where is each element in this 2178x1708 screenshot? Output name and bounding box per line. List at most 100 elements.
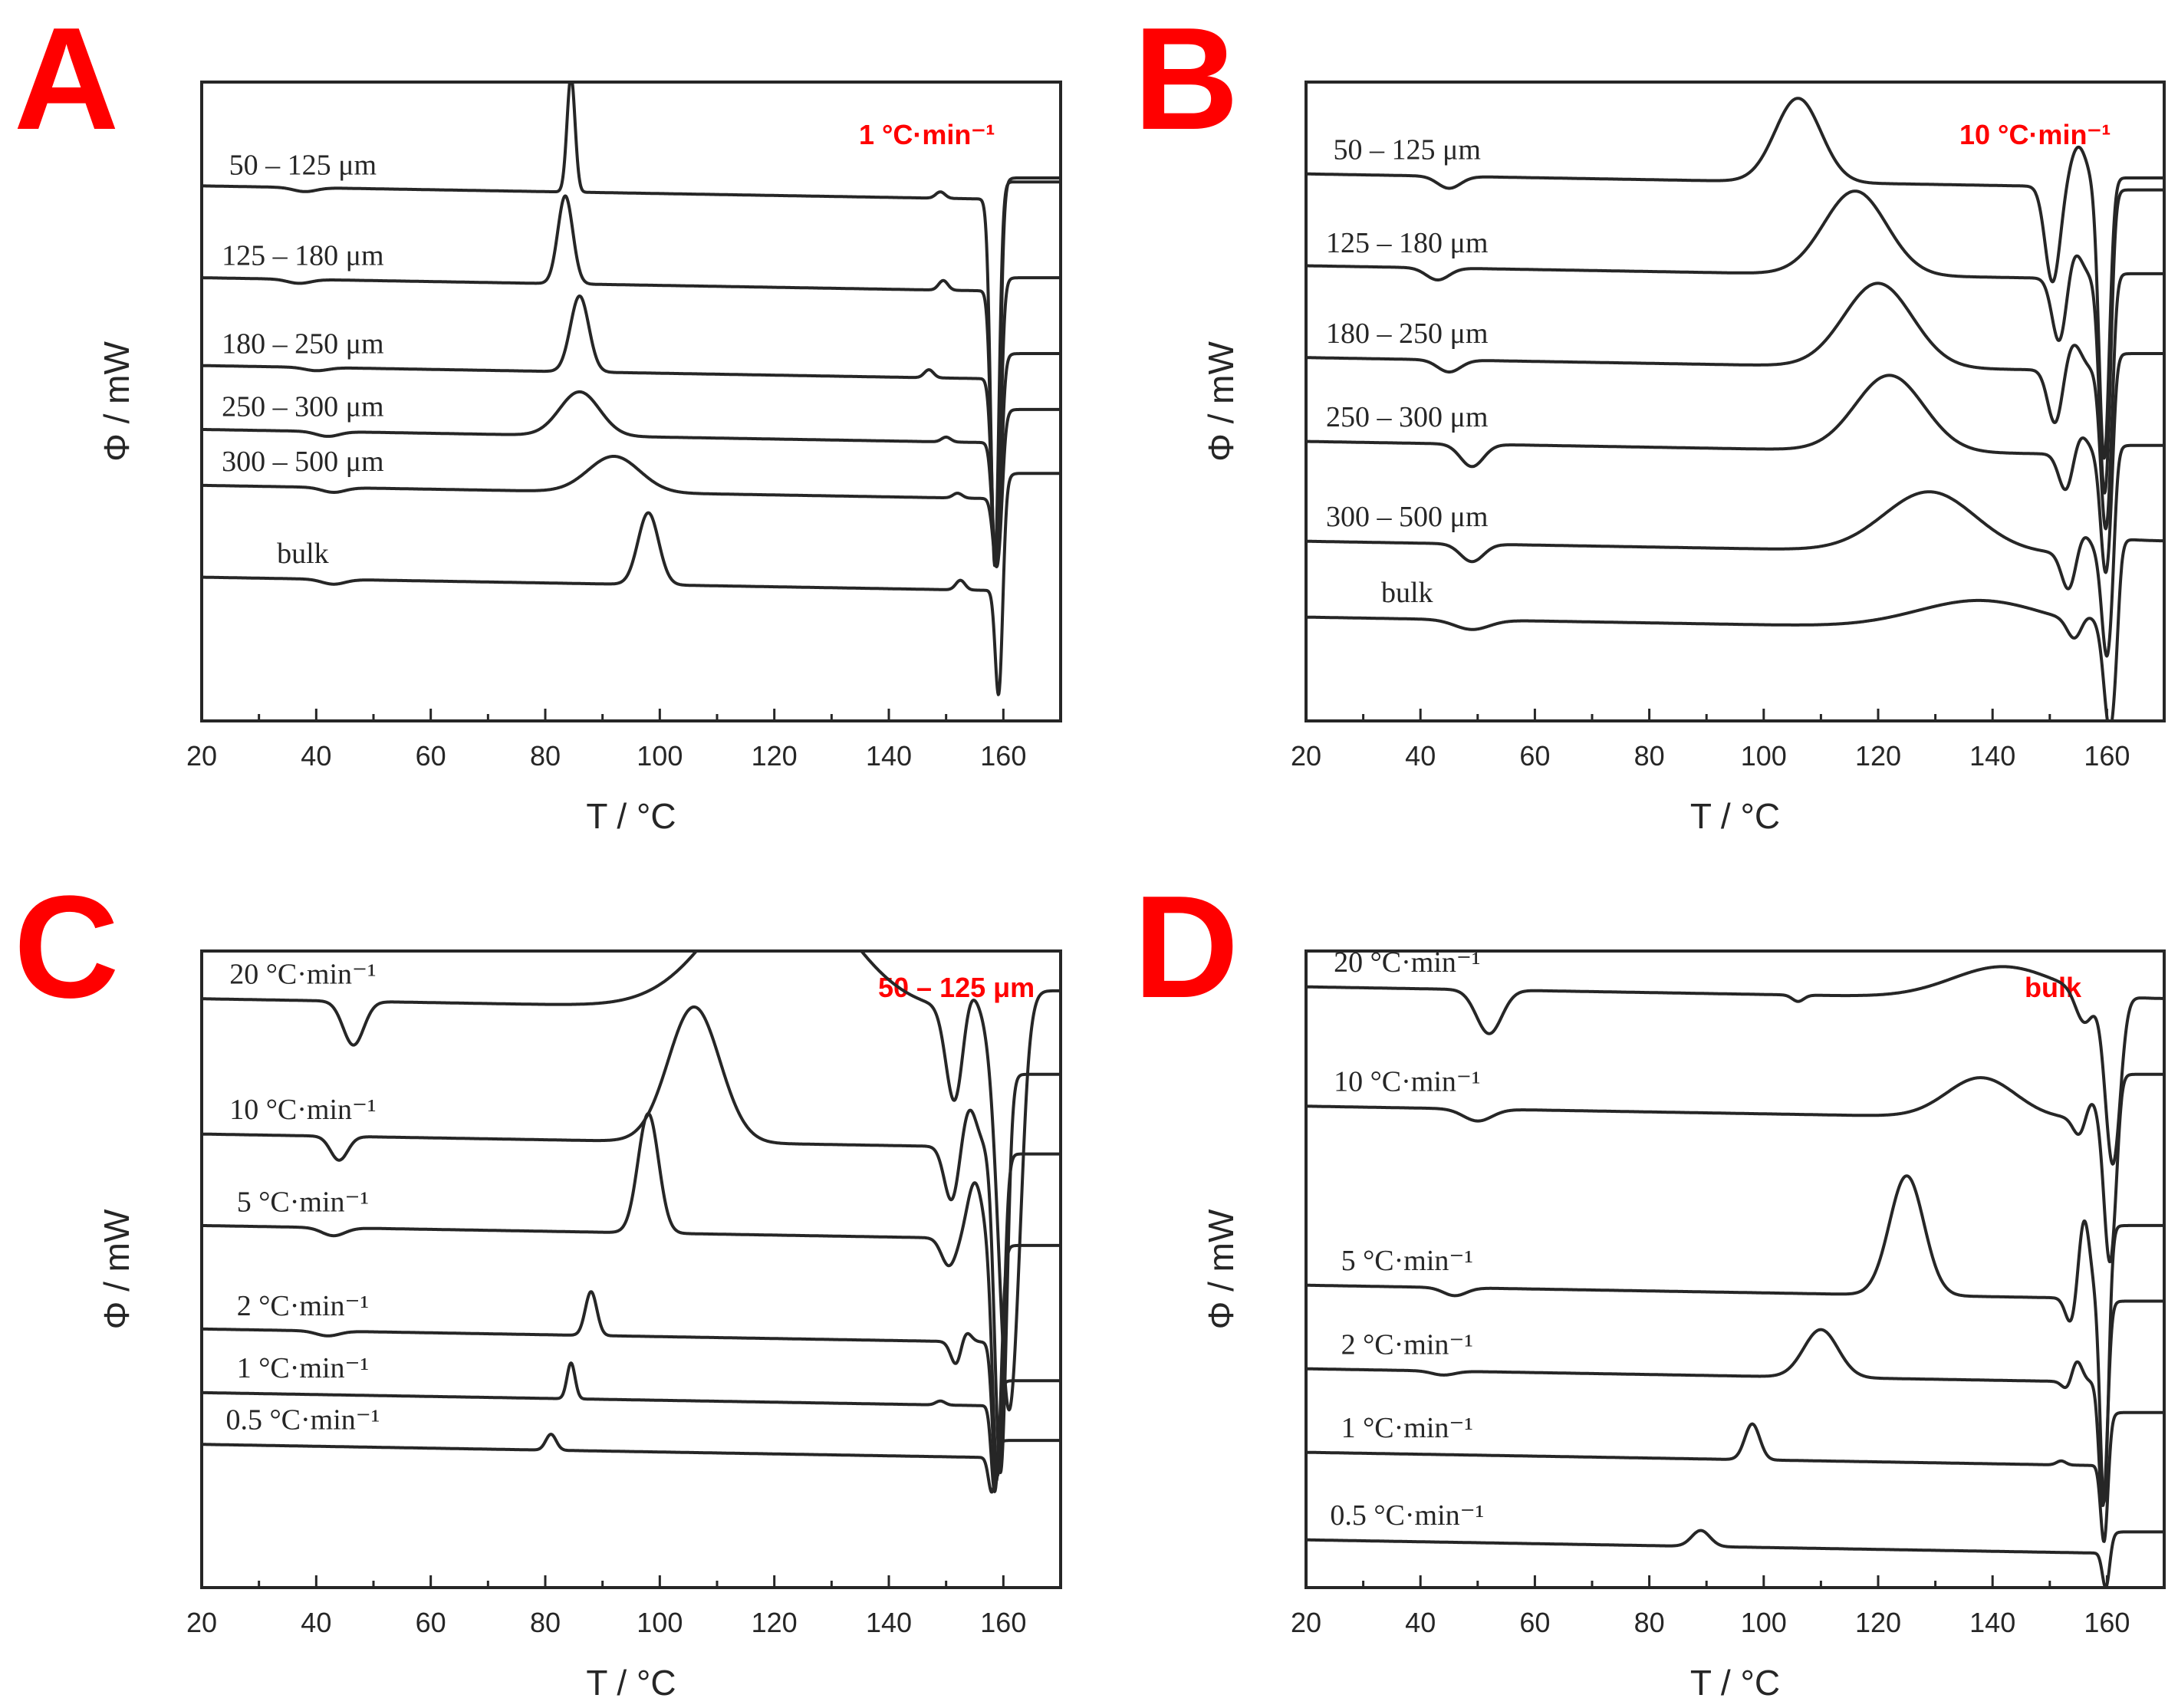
series-label: 180 – 250 μm — [1326, 318, 1488, 350]
series-line — [1306, 1299, 2164, 1507]
series-line — [1306, 443, 2164, 658]
x-tick-label: 140 — [1969, 1607, 2015, 1638]
x-tick-label: 120 — [752, 740, 798, 772]
x-tick-label: 60 — [416, 740, 446, 772]
plot-frame — [1304, 81, 2166, 722]
x-tick-label: 20 — [186, 1607, 217, 1638]
y-axis-title: Φ / mW — [97, 1209, 137, 1329]
x-tick-label: 160 — [980, 740, 1026, 772]
panel-a: A 20 40 60 80 100 120 140 160 T / °C Φ / mW 1 °C·m… — [14, 0, 1062, 836]
series-line — [202, 1112, 1061, 1477]
x-tick-label: 100 — [1741, 740, 1787, 772]
x-axis-title: T / °C — [586, 1663, 676, 1703]
x-axis-title: T / °C — [1690, 796, 1780, 836]
x-tick-label: 160 — [2084, 1607, 2130, 1638]
x-tick-label: 80 — [1634, 740, 1665, 772]
series-label: 0.5 °C·min⁻¹ — [1330, 1499, 1484, 1532]
panel-letter-c: C — [14, 866, 119, 1028]
x-tick-label: 120 — [1855, 740, 1901, 772]
series-label: 250 – 300 μm — [1326, 401, 1488, 433]
x-tick-label: 20 — [1291, 1607, 1321, 1638]
series-label: 1 °C·min⁻¹ — [237, 1352, 369, 1384]
series-label: 20 °C·min⁻¹ — [1334, 946, 1480, 979]
series-line — [202, 82, 1061, 568]
series-label: 50 – 125 μm — [229, 149, 377, 181]
x-tick-label: 140 — [1969, 740, 2015, 772]
panel-c-body: 20 40 60 80 100 120 140 160 T / °C Φ / mW 50 – 125… — [97, 949, 1062, 1703]
series-line — [202, 352, 1061, 568]
panel-a-body: 20 40 60 80 100 120 140 160 T / °C Φ / mW 1 °C·min… — [97, 81, 1062, 836]
panel-letter-d: D — [1133, 866, 1239, 1028]
series-label: 20 °C·min⁻¹ — [229, 959, 376, 991]
series-label: 250 – 300 μm — [222, 390, 383, 423]
panel-c: C 20 40 60 80 100 120 140 160 T / °C Φ / mW 50 – 1… — [14, 866, 1062, 1703]
series-label: bulk — [277, 538, 329, 570]
series-label: 300 – 500 μm — [1326, 501, 1488, 533]
x-tick-label: 80 — [530, 740, 561, 772]
series-label: 10 °C·min⁻¹ — [1334, 1066, 1480, 1098]
series-line — [202, 951, 1061, 1412]
series-line — [1306, 1174, 2164, 1504]
series-line — [1306, 272, 2164, 531]
series-label: 0.5 °C·min⁻¹ — [225, 1404, 380, 1436]
x-tick-label: 100 — [1741, 1607, 1787, 1638]
x-tick-label: 100 — [637, 1607, 683, 1638]
series-label: 5 °C·min⁻¹ — [237, 1186, 369, 1219]
x-axis-title: T / °C — [1690, 1663, 1780, 1703]
x-tick-label: 80 — [1634, 1607, 1665, 1638]
panel-letter-a: A — [14, 0, 119, 160]
series-line — [1306, 1072, 2164, 1264]
plot-frame — [200, 949, 1062, 1589]
x-tick-label: 40 — [1405, 1607, 1436, 1638]
series-label: 300 – 500 μm — [222, 446, 383, 478]
series-label: 10 °C·min⁻¹ — [229, 1094, 376, 1126]
x-tick-label: 20 — [186, 740, 217, 772]
series-line — [202, 1243, 1061, 1483]
x-tick-label: 60 — [1519, 740, 1550, 772]
x-tick-label: 140 — [866, 1607, 912, 1638]
x-tick-label: 160 — [2084, 740, 2130, 772]
x-tick-label: 40 — [301, 1607, 331, 1638]
series-line — [202, 176, 1061, 567]
series-label: 125 – 180 μm — [1326, 227, 1488, 259]
panel-annotation: 50 – 125 μm — [878, 972, 1035, 1003]
series-line — [1306, 965, 2164, 1166]
x-tick-label: 120 — [752, 1607, 798, 1638]
series-label: 50 – 125 μm — [1334, 133, 1481, 166]
series-line — [202, 407, 1061, 568]
series-label: 5 °C·min⁻¹ — [1341, 1245, 1473, 1277]
series-line — [202, 472, 1061, 696]
series-line — [1306, 1529, 2164, 1588]
series-line — [202, 1361, 1061, 1493]
series-label: 125 – 180 μm — [222, 240, 383, 272]
x-tick-label: 120 — [1855, 1607, 1901, 1638]
series-label: 1 °C·min⁻¹ — [1341, 1412, 1473, 1444]
y-axis-title: Φ / mW — [1201, 341, 1241, 462]
x-tick-label: 140 — [866, 740, 912, 772]
series-line — [1306, 1410, 2164, 1543]
panel-b: B 20 40 60 80 100 120 140 160 T / °C Φ / mW 10 °C·… — [1133, 0, 2166, 836]
panel-letter-b: B — [1133, 0, 1239, 160]
x-tick-label: 60 — [416, 1607, 446, 1638]
x-tick-label: 80 — [530, 1607, 561, 1638]
y-axis-title: Φ / mW — [97, 341, 137, 462]
series-line — [202, 1433, 1061, 1494]
series-line — [202, 1005, 1061, 1475]
panel-b-body: 20 40 60 80 100 120 140 160 T / °C Φ / mW 10 °C·mi… — [1201, 81, 2166, 836]
series-line — [1306, 352, 2164, 574]
series-label: bulk — [1381, 577, 1433, 609]
series-label: 2 °C·min⁻¹ — [1341, 1328, 1473, 1361]
series-label: 180 – 250 μm — [222, 328, 383, 360]
x-tick-label: 20 — [1291, 740, 1321, 772]
series-line — [202, 276, 1061, 568]
x-tick-label: 100 — [637, 740, 683, 772]
x-tick-label: 60 — [1519, 1607, 1550, 1638]
plot-frame — [1304, 949, 2166, 1589]
x-tick-label: 40 — [301, 740, 331, 772]
y-axis-title: Φ / mW — [1201, 1209, 1241, 1329]
x-tick-label: 160 — [980, 1607, 1026, 1638]
series-line — [1306, 538, 2164, 721]
